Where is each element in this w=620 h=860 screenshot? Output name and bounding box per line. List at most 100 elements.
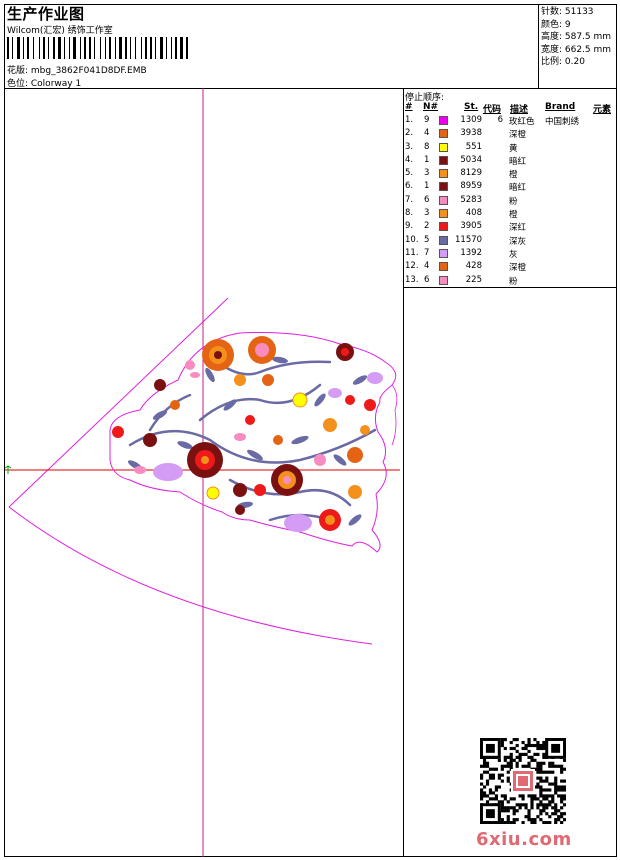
row-code: 6 (497, 115, 503, 125)
row-needle: 6 (424, 194, 430, 205)
row-brand: 中国刺绣 (545, 117, 580, 127)
stats-divider (538, 4, 539, 88)
col-stitches: St. (464, 102, 479, 112)
table-divider (403, 88, 404, 857)
sequence-row: 4. 1 5034 暗红 (405, 155, 617, 168)
col-element: 元素 (593, 105, 612, 115)
row-needle: 4 (424, 261, 430, 272)
row-stitches: 3905 (460, 221, 482, 232)
color-swatch (439, 142, 448, 152)
row-needle: 4 (424, 128, 430, 139)
row-description: 黄 (509, 143, 518, 154)
row-stitches: 551 (465, 141, 482, 152)
sequence-row: 3. 8 551 黄 (405, 142, 617, 155)
row-stitches: 8959 (460, 181, 482, 192)
row-index: 5. (405, 168, 414, 179)
sequence-rows: 1. 9 1309 6 玫红色 中国刺绣 2. 4 3938 深橙 3. 8 551 黄 4. 1 5034 暗红… (405, 115, 617, 288)
color-swatch (439, 116, 448, 125)
row-description: 灰 (509, 249, 518, 260)
row-index: 13. (405, 274, 419, 285)
color-swatch (439, 182, 448, 192)
leaves (127, 356, 368, 526)
flower-center-left (187, 442, 223, 478)
colorway-label: 色位: Colorway 1 (7, 79, 82, 89)
sequence-row: 1. 9 1309 6 玫红色 中国刺绣 (405, 115, 617, 128)
row-stitches: 11570 (455, 234, 483, 245)
col-brand: Brand (545, 102, 576, 112)
row-index: 10. (405, 234, 419, 245)
vine-stems (128, 358, 377, 522)
outline-fringe (391, 384, 398, 446)
row-stitches: 225 (465, 274, 482, 285)
row-needle: 7 (424, 247, 430, 258)
color-swatch (439, 262, 448, 272)
row-index: 2. (405, 128, 414, 139)
sequence-row: 5. 3 8129 橙 (405, 168, 617, 181)
qr-code-icon (480, 738, 566, 824)
row-description: 粉 (509, 276, 518, 287)
origin-marker-icon (4, 465, 12, 474)
stitch-count: 针数: 51133 (541, 7, 594, 17)
row-index: 8. (405, 208, 414, 219)
design-scale: 比例: 0.20 (541, 57, 585, 67)
company-name: Wilcom(汇宏) 绣饰工作室 (7, 26, 113, 36)
row-stitches: 1309 (460, 115, 482, 125)
row-needle: 5 (424, 234, 430, 245)
col-index: # (405, 102, 413, 112)
color-swatch (439, 195, 448, 205)
sequence-table-bottom-rule (403, 287, 617, 288)
row-description: 暗红 (509, 156, 527, 167)
design-outline (109, 331, 397, 553)
barcode-icon (7, 37, 233, 59)
row-index: 12. (405, 261, 419, 272)
page-title: 生产作业图 (7, 5, 85, 23)
flower-top-left (202, 339, 234, 371)
guide-arc-lower (8, 506, 373, 645)
sequence-row: 9. 2 3905 深红 (405, 221, 617, 234)
guide-line-upper (8, 297, 229, 508)
sequence-row: 2. 4 3938 深橙 (405, 128, 617, 141)
row-description: 橙 (509, 170, 518, 181)
color-count: 颜色: 9 (541, 19, 571, 30)
row-needle: 1 (424, 154, 430, 165)
col-code: 代码 (483, 105, 502, 115)
sequence-row: 11. 7 1392 灰 (405, 248, 617, 261)
row-stitches: 5034 (460, 154, 482, 165)
row-index: 4. (405, 154, 414, 165)
row-stitches: 3938 (460, 128, 482, 139)
color-swatch (439, 155, 448, 165)
color-swatch (439, 209, 448, 219)
row-description: 粉 (509, 196, 518, 207)
color-swatch (439, 129, 448, 139)
sequence-row: 12. 4 428 深橙 (405, 261, 617, 274)
row-needle: 8 (424, 141, 430, 152)
col-needle: N# (423, 102, 439, 112)
row-index: 3. (405, 141, 414, 152)
lilac-blossoms (153, 372, 383, 532)
design-stats: 针数: 51133 颜色: 9 高度: 587.5 mm 宽度: 662.5 m… (541, 6, 611, 69)
design-file-name: 花版: mbg_3862F041D8DF.EMB (7, 66, 147, 76)
flower-lower-right (319, 509, 341, 531)
flower-top-center (248, 336, 276, 364)
row-description: 玫红色 (509, 117, 535, 127)
design-height: 高度: 587.5 mm (541, 32, 612, 42)
row-description: 橙 (509, 210, 518, 221)
row-description: 暗红 (509, 183, 527, 194)
pink-buds (134, 372, 246, 474)
row-needle: 9 (424, 115, 430, 125)
row-stitches: 8129 (460, 168, 482, 179)
row-description: 深橙 (509, 130, 527, 141)
row-index: 7. (405, 194, 414, 205)
row-index: 9. (405, 221, 414, 232)
color-swatch (439, 169, 448, 179)
row-needle: 1 (424, 181, 430, 192)
row-index: 6. (405, 181, 414, 192)
row-needle: 2 (424, 221, 430, 232)
color-swatch (439, 235, 448, 245)
row-needle: 3 (424, 168, 430, 179)
row-needle: 6 (424, 274, 430, 285)
row-stitches: 428 (465, 261, 482, 272)
row-needle: 3 (424, 208, 430, 219)
row-description: 深灰 (509, 236, 527, 247)
